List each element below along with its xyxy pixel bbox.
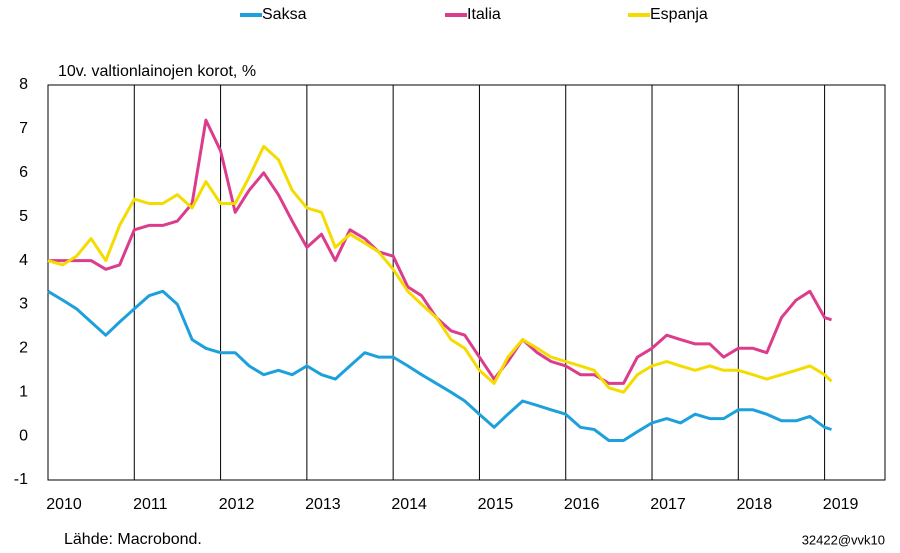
y-tick-label: 8: [19, 76, 28, 93]
y-tick-label: 5: [19, 208, 28, 225]
legend-label: Italia: [467, 6, 501, 23]
x-tick-label: 2013: [305, 496, 341, 513]
legend-label: Saksa: [262, 6, 307, 23]
x-tick-label: 2010: [46, 496, 82, 513]
y-tick-label: 6: [19, 164, 28, 181]
x-tick-label: 2019: [823, 496, 859, 513]
y-tick-label: 2: [19, 340, 28, 357]
series-line: [48, 118, 832, 385]
code: 32422@vvk10: [802, 532, 885, 547]
x-tick-label: 2014: [391, 496, 427, 513]
source: Lähde: Macrobond.: [64, 531, 202, 548]
x-tick-label: 2016: [564, 496, 600, 513]
y-tick-label: -1: [14, 471, 28, 488]
plot-frame: [47, 84, 886, 481]
legend-label: Espanja: [650, 6, 708, 23]
x-tick-label: 2015: [478, 496, 514, 513]
y-tick-label: 7: [19, 120, 28, 137]
x-tick-label: 2011: [133, 496, 168, 513]
x-tick-label: 2018: [737, 496, 773, 513]
x-tick-label: 2017: [650, 496, 686, 513]
series-line: [47, 144, 833, 394]
y-tick-label: 3: [19, 296, 28, 313]
x-tick-label: 2012: [219, 496, 255, 513]
series-line: [47, 289, 832, 442]
y-tick-label: 1: [19, 383, 28, 400]
chart-title: 10v. valtionlainojen korot, %: [58, 63, 256, 80]
y-tick-label: 0: [19, 427, 28, 444]
y-tick-label: 4: [19, 252, 28, 269]
